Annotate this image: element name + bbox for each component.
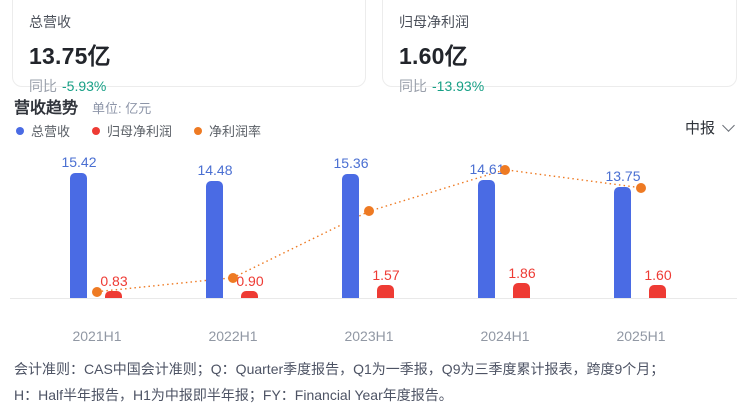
stat-value: 1.60亿 — [399, 43, 468, 69]
x-axis-label: 2022H1 — [208, 328, 258, 344]
x-axis-label: 2023H1 — [344, 328, 394, 344]
unit-label: 单位: 亿元 — [92, 101, 152, 116]
section-title: 营收趋势 — [14, 100, 79, 117]
footnote-line-1: 会计准则：CAS中国会计准则；Q：Quarter季度报告，Q1为一季报，Q9为三… — [14, 361, 665, 377]
revenue-bar[interactable] — [614, 186, 631, 298]
yoy-label: 同比 — [399, 78, 427, 94]
revenue-bar[interactable] — [342, 173, 359, 298]
revenue-bar[interactable] — [206, 180, 223, 298]
x-axis-label: 2025H1 — [616, 328, 666, 344]
x-axis-label: 2021H1 — [72, 328, 122, 344]
profit-bar[interactable] — [513, 282, 530, 298]
report-period-selector[interactable]: 中报 — [684, 117, 735, 138]
yoy-label: 同比 — [29, 78, 57, 94]
legend-item-revenue[interactable]: 总营收 — [16, 121, 70, 140]
footnote: 会计准则：CAS中国会计准则；Q：Quarter季度报告，Q1为一季报，Q9为三… — [14, 356, 740, 408]
revenue-value-label: 13.75 — [605, 167, 641, 184]
net-margin-point[interactable] — [228, 272, 238, 283]
profit-value-label: 0.83 — [100, 273, 128, 290]
revenue-value-label: 14.48 — [197, 161, 233, 178]
x-axis-line — [10, 298, 737, 299]
profit-value-label: 1.57 — [372, 267, 400, 284]
profit-bar[interactable] — [105, 291, 122, 298]
net-margin-point[interactable] — [636, 182, 646, 193]
legend-item-net-profit[interactable]: 归母净利润 — [92, 121, 172, 140]
legend-label: 总营收 — [31, 124, 71, 139]
stat-yoy: 同比 -5.93% — [29, 76, 349, 96]
yoy-value: -13.93% — [432, 78, 485, 94]
period-label: 中报 — [684, 120, 715, 137]
profit-bar[interactable] — [377, 285, 394, 298]
legend-dot-icon — [16, 126, 24, 135]
net-margin-point[interactable] — [364, 206, 374, 217]
revenue-value-label: 15.36 — [333, 154, 369, 171]
stat-label: 归母净利润 — [399, 14, 469, 30]
legend-label: 净利润率 — [209, 124, 262, 139]
revenue-value-label: 15.42 — [61, 154, 97, 171]
legend-dot-icon — [194, 126, 203, 135]
profit-value-label: 1.86 — [508, 264, 536, 281]
profit-bar[interactable] — [649, 285, 666, 298]
legend-label: 归母净利润 — [107, 124, 173, 139]
revenue-value-label: 14.61 — [469, 160, 505, 177]
x-axis-label: 2024H1 — [480, 328, 530, 344]
profit-value-label: 0.90 — [236, 272, 264, 289]
stat-card-net-profit: 归母净利润 1.60亿 同比 -13.93% — [382, 0, 737, 94]
stat-label: 总营收 — [29, 14, 71, 30]
chart-legend: 总营收 归母净利润 净利润率 — [16, 121, 261, 140]
revenue-bar[interactable] — [70, 173, 87, 298]
stat-value: 13.75亿 — [29, 43, 111, 69]
stat-card-revenue: 总营收 13.75亿 同比 -5.93% — [12, 0, 366, 94]
profit-value-label: 1.60 — [644, 267, 672, 284]
yoy-value: -5.93% — [62, 78, 107, 94]
chevron-down-icon — [722, 118, 735, 132]
legend-dot-icon — [92, 126, 101, 135]
profit-bar[interactable] — [241, 290, 258, 298]
net-margin-point[interactable] — [92, 286, 102, 297]
legend-item-net-margin[interactable]: 净利润率 — [194, 121, 261, 140]
revenue-trend-chart: 15.42 0.83 2021H1 14.48 0.90 2022H1 15.36 1.57 2… — [0, 150, 745, 356]
stat-yoy: 同比 -13.93% — [399, 76, 720, 96]
net-margin-point[interactable] — [500, 164, 510, 175]
footnote-line-2: H：Half半年报告，H1为中报即半年报；FY：Financial Year年度… — [14, 387, 453, 403]
revenue-bar[interactable] — [478, 179, 495, 298]
